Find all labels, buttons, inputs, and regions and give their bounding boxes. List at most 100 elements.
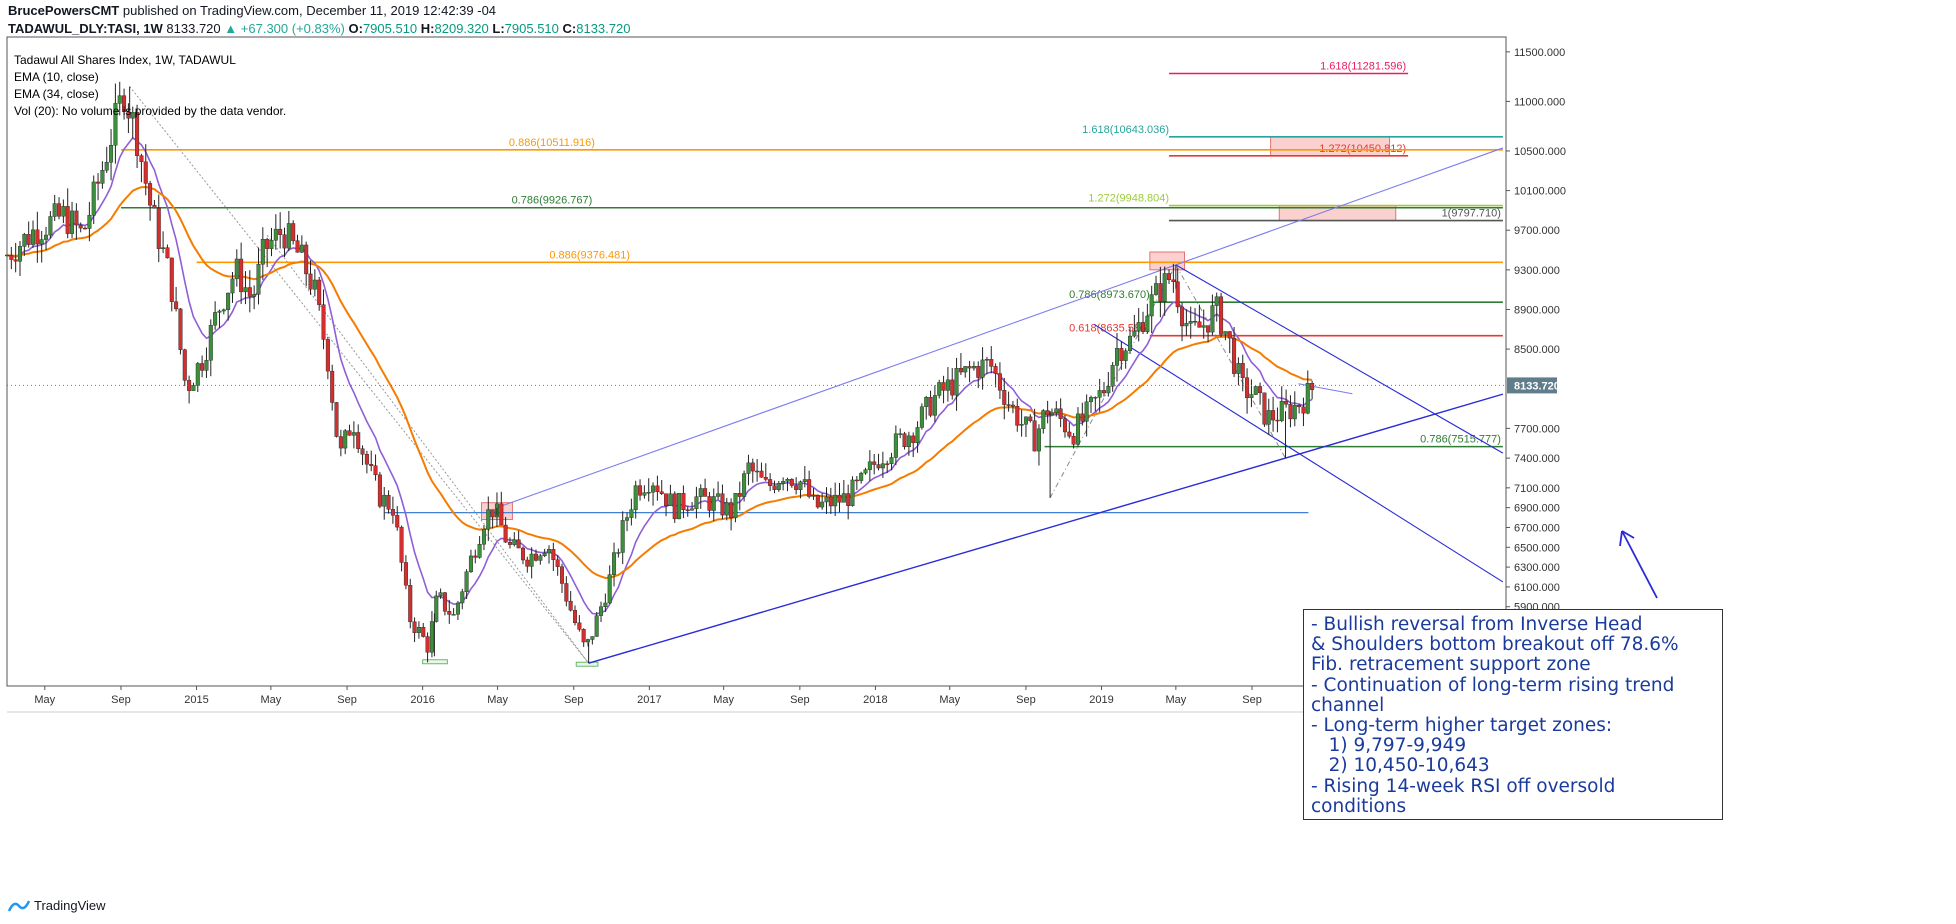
candle-up bbox=[850, 479, 855, 506]
candle-down bbox=[78, 224, 83, 229]
arrow-head-icon bbox=[1619, 530, 1635, 547]
legend-title[interactable]: Tadawul All Shares Index, 1W, TADAWUL bbox=[14, 53, 236, 67]
candle-up bbox=[859, 472, 864, 481]
candle-down bbox=[928, 397, 933, 416]
candle-up bbox=[529, 553, 534, 567]
candle-up bbox=[984, 359, 989, 361]
candle-up bbox=[915, 427, 920, 443]
candle-down bbox=[1010, 404, 1015, 407]
author-name[interactable]: BrucePowersCMT bbox=[8, 3, 120, 18]
candle-up bbox=[343, 430, 348, 449]
candle-up bbox=[1305, 382, 1310, 414]
candle-up bbox=[221, 309, 226, 312]
candle-down bbox=[1197, 321, 1202, 328]
ema-lines bbox=[6, 136, 1313, 615]
candle-down bbox=[655, 485, 660, 492]
candle-up bbox=[299, 244, 304, 253]
y-tick-label: 6700.000 bbox=[1514, 522, 1560, 534]
fib-label: 1.272(10450.812) bbox=[1319, 143, 1406, 155]
candle-down bbox=[664, 493, 669, 507]
note-line-9: - Rising 14-week RSI off oversold bbox=[1311, 775, 1616, 797]
low-zone-box bbox=[422, 659, 448, 665]
candle-up bbox=[625, 517, 630, 521]
candle-up bbox=[1154, 283, 1159, 295]
x-tick-label: 2019 bbox=[1089, 694, 1113, 706]
candle-down bbox=[13, 259, 18, 262]
candle-up bbox=[195, 363, 200, 386]
candle-down bbox=[135, 112, 140, 156]
candle-up bbox=[130, 112, 135, 119]
y-tick-label: 6100.000 bbox=[1514, 582, 1560, 594]
candle-down bbox=[334, 402, 339, 437]
candle-down bbox=[364, 454, 369, 465]
fib-label: 1(9797.710) bbox=[1442, 208, 1501, 220]
legend-ema10[interactable]: EMA (10, close) bbox=[14, 70, 99, 84]
candle-down bbox=[503, 524, 508, 543]
y-tick-label: 8133.720 bbox=[1514, 380, 1560, 392]
candle-down bbox=[685, 509, 690, 511]
candle-down bbox=[976, 366, 981, 378]
candle-down bbox=[837, 494, 842, 503]
candle-up bbox=[70, 210, 75, 234]
publish-info: BrucePowersCMT published on TradingView.… bbox=[8, 3, 496, 18]
candle-up bbox=[924, 397, 929, 407]
close-label: C: bbox=[562, 21, 577, 36]
candle-up bbox=[31, 229, 36, 245]
candle-down bbox=[169, 257, 174, 302]
fib-levels: 1.618(11281.596) 1.618(10643.036) 1.272(10… bbox=[120, 61, 1503, 448]
candle-down bbox=[815, 495, 820, 508]
candle-down bbox=[846, 493, 851, 506]
candle-down bbox=[1219, 296, 1224, 335]
candle-up bbox=[481, 528, 486, 545]
candle-down bbox=[577, 622, 582, 630]
candle-down bbox=[1193, 320, 1198, 323]
candle-down bbox=[560, 566, 565, 584]
y-tick-label: 11500.000 bbox=[1514, 47, 1565, 59]
candle-down bbox=[1032, 420, 1037, 452]
candle-up bbox=[802, 479, 807, 482]
candle-down bbox=[265, 238, 270, 249]
candle-up bbox=[646, 491, 651, 494]
candle-up bbox=[100, 170, 105, 184]
analysis-note: - Bullish reversal from Inverse Head & S… bbox=[1303, 609, 1723, 820]
candle-down bbox=[369, 464, 374, 466]
candle-up bbox=[612, 552, 617, 575]
target-zones bbox=[422, 136, 1397, 667]
legend-vol[interactable]: Vol (20): No volume is provided by the d… bbox=[14, 104, 286, 118]
candle-up bbox=[980, 359, 985, 378]
fib-label: 0.786(8973.670) bbox=[1069, 289, 1150, 301]
candle-down bbox=[295, 240, 300, 253]
candle-down bbox=[672, 493, 677, 520]
candle-down bbox=[1015, 406, 1020, 426]
candle-up bbox=[963, 366, 968, 373]
candle-up bbox=[1279, 400, 1284, 421]
candle-up bbox=[429, 621, 434, 653]
fib-label: 0.886(9376.481) bbox=[549, 249, 630, 261]
candle-up bbox=[286, 223, 291, 249]
candle-down bbox=[200, 363, 205, 371]
candle-down bbox=[278, 228, 283, 235]
candle-up bbox=[1128, 335, 1133, 352]
candle-down bbox=[1258, 386, 1263, 394]
candle-down bbox=[182, 349, 187, 381]
candle-up bbox=[208, 324, 213, 361]
trend-lines bbox=[129, 86, 1658, 664]
candle-down bbox=[1175, 281, 1180, 308]
candle-down bbox=[386, 494, 391, 510]
note-line-7: 1) 9,797-9,949 bbox=[1311, 735, 1467, 757]
fib-label: 0.886(10511.916) bbox=[509, 137, 595, 149]
open-label: O: bbox=[348, 21, 363, 36]
candle-up bbox=[906, 435, 911, 448]
candle-up bbox=[512, 539, 517, 545]
candle-down bbox=[1297, 405, 1302, 408]
candle-up bbox=[91, 181, 96, 216]
legend-ema34[interactable]: EMA (34, close) bbox=[14, 87, 99, 101]
candle-up bbox=[668, 493, 673, 507]
candle-down bbox=[139, 155, 144, 162]
candle-down bbox=[759, 470, 764, 478]
candle-down bbox=[143, 161, 148, 184]
candle-down bbox=[1275, 419, 1280, 422]
tradingview-brand[interactable]: TradingView bbox=[8, 898, 106, 913]
candle-up bbox=[1019, 424, 1024, 426]
